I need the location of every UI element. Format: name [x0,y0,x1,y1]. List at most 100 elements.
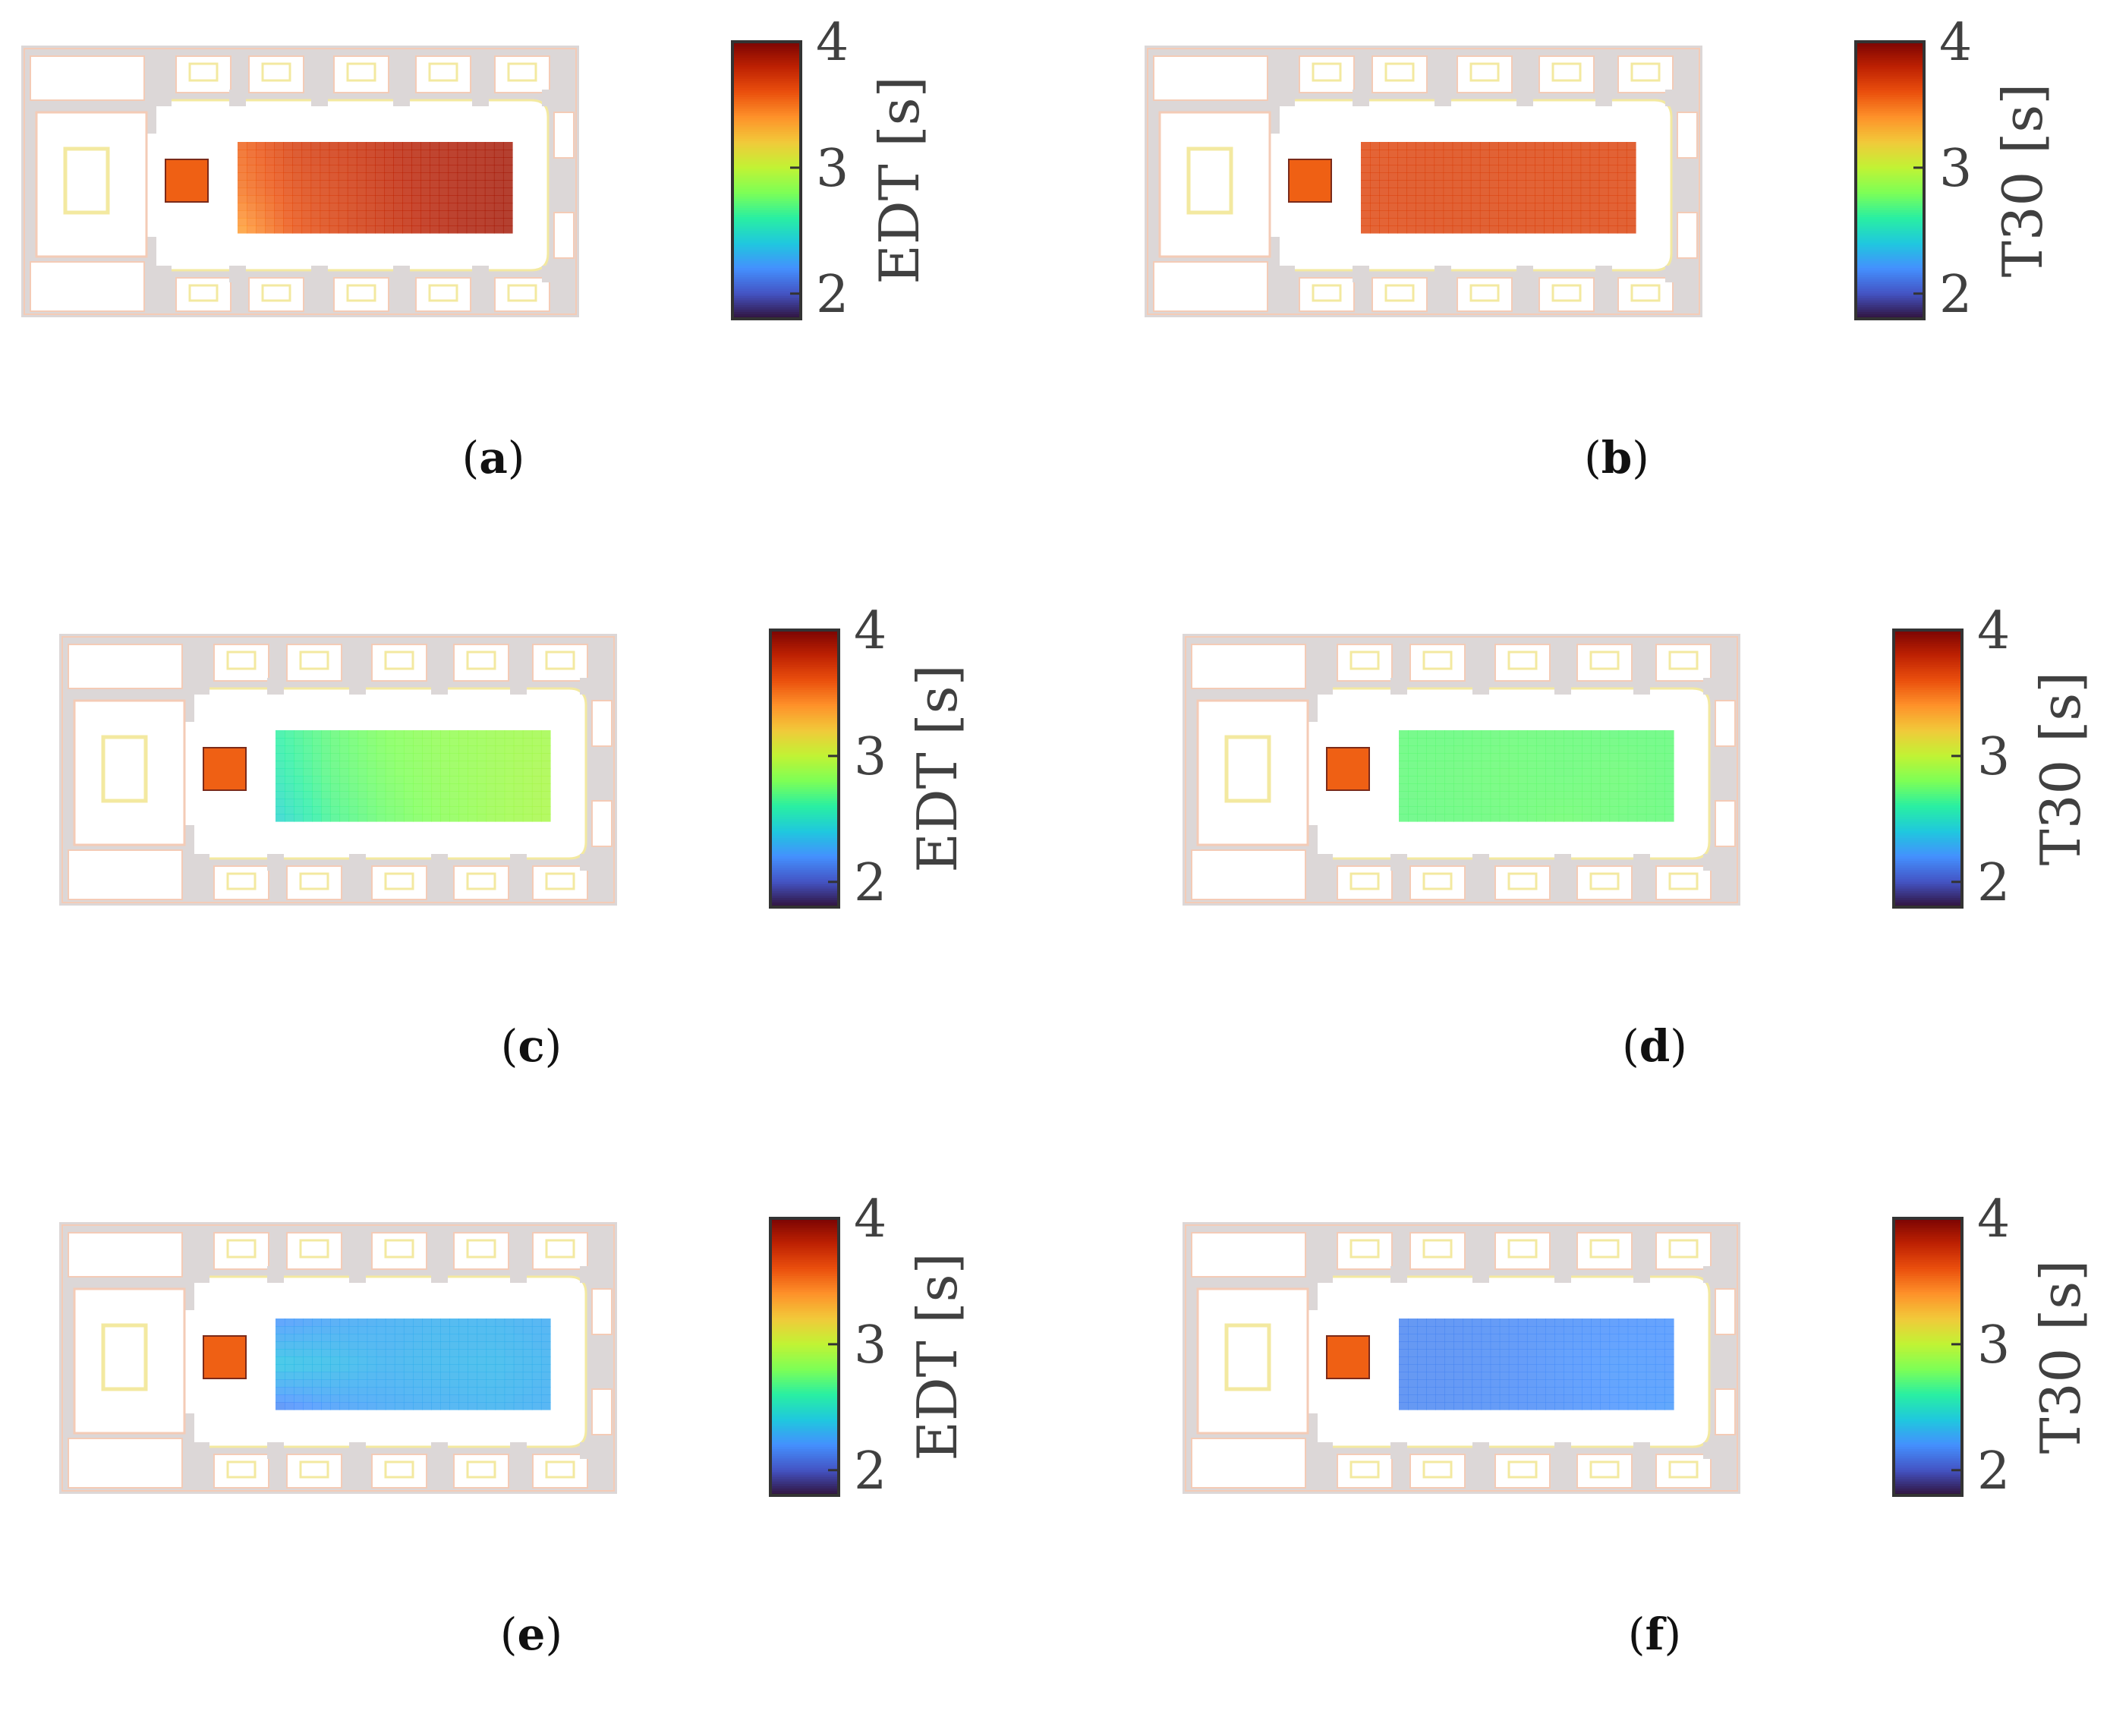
field-cell [247,142,257,150]
field-cell [1399,783,1409,792]
field-cell [422,776,432,784]
field-cell [402,210,412,219]
field-cell [1388,203,1398,211]
plan-pier [1472,1442,1489,1459]
colorbar-step [1856,222,1924,225]
field-cell [348,1334,359,1342]
colorbar-step [1856,60,1924,64]
plan-chapel-north [1337,1232,1393,1270]
colorbar-step [770,849,839,852]
plan-sw-room [68,1438,183,1489]
field-cell [1591,1394,1601,1403]
plan-pier [1472,854,1489,871]
colorbar-step [770,1377,839,1381]
field-cell [1627,814,1638,822]
field-cell [1626,210,1636,219]
field-cell [457,218,468,226]
colorbar-step [1894,840,1962,843]
colorbar-step [1894,1368,1962,1372]
colorbar-step [732,80,801,84]
colorbar-step [770,1239,839,1243]
field-cell [357,730,368,739]
colorbar-step [1856,203,1924,206]
colorbar-tick-label: 2 [854,853,887,913]
colorbar-step [770,893,839,896]
colorbar-step [1894,669,1962,673]
colorbar-step [770,1412,839,1416]
field-cell [422,783,432,792]
source-marker [203,747,247,791]
field-cell [411,150,421,158]
colorbar-step [1894,803,1962,806]
colorbar-step [770,1227,839,1230]
field-cell [1517,791,1528,799]
field-cell [439,142,449,150]
field-cell [1564,1379,1573,1388]
field-cell [285,791,294,799]
field-cell [356,195,367,203]
colorbar-step [1894,692,1962,695]
field-cell [238,180,247,188]
plan-nw-room [30,55,145,101]
field-cell [1406,225,1416,234]
panel-e: 4 3 2 EDT [s] (e) [38,1177,1093,1736]
field-cell [484,150,495,158]
colorbar-step [732,150,801,153]
field-cell [1490,791,1501,799]
field-cell [402,165,412,173]
field-cell [522,753,533,761]
field-cell [449,1326,459,1334]
field-cell [1536,745,1546,754]
field-cell [394,1364,405,1372]
colorbar-step [770,865,839,868]
field-cell [1461,195,1472,203]
plan-chapel-altar [1422,1460,1453,1479]
field-cell [276,1387,285,1395]
field-cell [1408,783,1418,792]
colorbar-step [732,254,801,257]
field-cell [1582,806,1592,814]
colorbar-step [770,879,839,883]
field-cell [486,776,496,784]
field-cell [1535,180,1545,188]
field-cell [1453,768,1464,777]
field-cell [367,1364,377,1372]
plan-nw-room [1153,55,1268,101]
field-cell [357,745,368,754]
plan-chapel-altar [1422,651,1453,670]
field-cell [1417,1387,1427,1395]
field-cell [320,210,330,219]
colorbar-step [1856,94,1924,98]
field-cell [375,195,385,203]
field-cell [1600,814,1611,822]
colorbar-step [732,109,801,112]
field-cell [1397,210,1407,219]
field-cell [431,1334,441,1342]
field-cell [1591,1326,1601,1334]
field-cell [1526,776,1537,784]
plan-pier [472,90,489,106]
field-cell [449,1372,459,1380]
field-cell [1443,218,1453,226]
field-cell [1470,218,1481,226]
colorbar-step [732,194,801,197]
field-cell [1545,761,1555,769]
field-cell [1488,210,1499,219]
field-cell [540,1319,551,1327]
field-cell [1598,142,1609,150]
field-cell [422,753,432,761]
field-cell [1399,768,1409,777]
field-cell [330,783,341,792]
field-cell [468,1349,478,1357]
plan-chapel-south [248,277,304,312]
colorbar-step [1894,1460,1962,1464]
field-cell [247,203,257,211]
field-cell [1416,142,1426,150]
field-cell [376,1334,386,1342]
colorbar-step [1894,710,1962,714]
field-cell [1508,791,1519,799]
colorbar-step [770,1387,839,1390]
field-cell [376,1387,386,1395]
colorbar-step [1894,1432,1962,1436]
field-cell [531,1364,542,1372]
